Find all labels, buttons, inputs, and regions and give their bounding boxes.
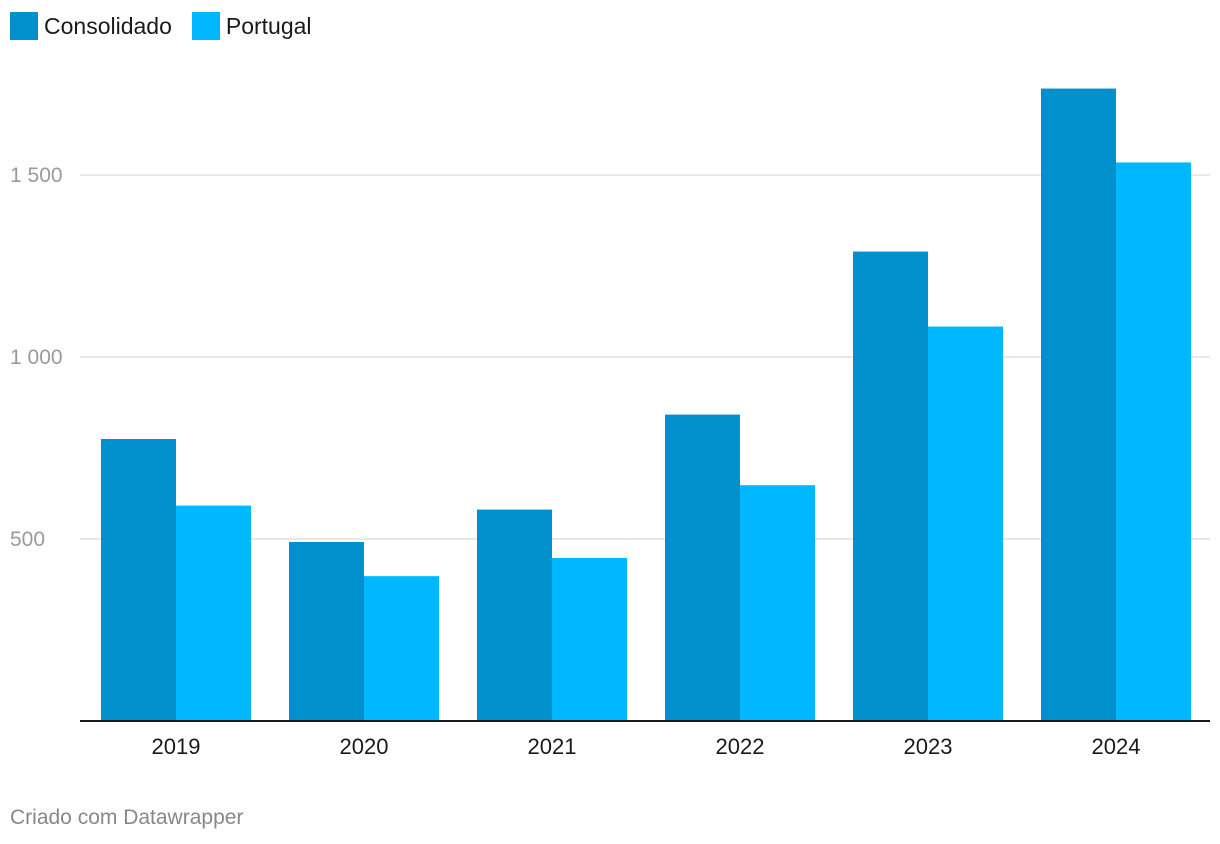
y-tick-label-1000: 1 000 [10, 346, 63, 369]
bar-portugal-2019 [176, 505, 251, 721]
x-tick-label-2019: 2019 [152, 734, 201, 759]
x-tick-label-2021: 2021 [528, 734, 577, 759]
x-tick-label-2024: 2024 [1092, 734, 1141, 759]
x-tick-label-2020: 2020 [340, 734, 389, 759]
x-tick-label-2023: 2023 [904, 734, 953, 759]
legend-swatch-portugal [191, 12, 220, 40]
legend-item-portugal: Portugal [191, 12, 312, 40]
bar-consolidado-2021 [477, 509, 552, 721]
bar-portugal-2024 [1116, 162, 1191, 722]
x-tick-label-2022: 2022 [716, 734, 765, 759]
bar-portugal-2022 [740, 485, 815, 721]
credit-text: Criado com Datawrapper [10, 806, 244, 829]
legend-label-consolidado: Consolidado [44, 12, 172, 39]
bar-portugal-2020 [364, 576, 439, 721]
bar-consolidado-2024 [1041, 88, 1116, 722]
y-tick-label-500: 500 [10, 528, 45, 551]
bar-consolidado-2022 [665, 414, 740, 721]
legend-item-consolidado: Consolidado [10, 12, 172, 40]
legend-swatch-consolidado [10, 12, 38, 40]
bar-consolidado-2020 [289, 541, 364, 721]
y-tick-label-1500: 1 500 [10, 164, 63, 187]
chart-legend: Consolidado Portugal [10, 12, 332, 40]
legend-label-portugal: Portugal [225, 12, 312, 39]
bar-consolidado-2019 [101, 438, 176, 721]
bar-portugal-2023 [928, 326, 1003, 721]
bar-portugal-2021 [552, 557, 627, 721]
bar-consolidado-2023 [853, 251, 928, 722]
